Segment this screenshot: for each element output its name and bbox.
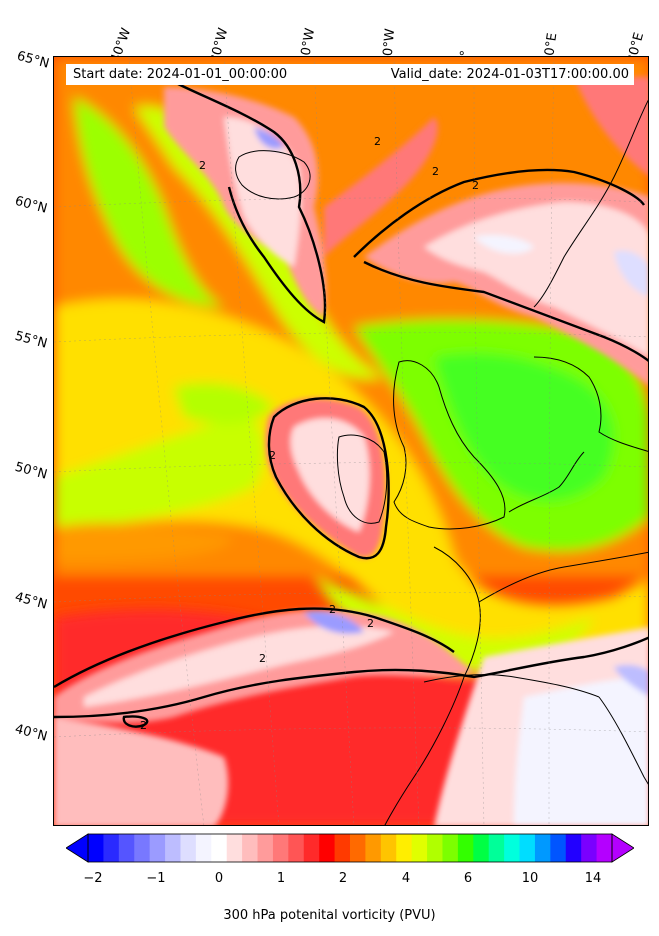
colorbar-segment [257,834,274,862]
start-date-label: Start date: 2024-01-01_00:00:00 [73,67,288,82]
map-panel: 2 2 2 2 2 2 2 2 2 [53,56,649,826]
colorbar-segment [550,834,567,862]
colorbar-segment [442,834,459,862]
colorbar-segment [396,834,413,862]
map-header: Start date: 2024-01-01_00:00:00 Valid_da… [66,64,634,85]
colorbar-segment [118,834,135,862]
colorbar-segment [411,834,428,862]
colorbar-segment [272,834,289,862]
colorbar-tick: −1 [146,871,166,886]
colorbar-segment [457,834,474,862]
colorbar-segment [488,834,505,862]
colorbar-segment [134,834,151,862]
colorbar-extend-high [611,833,634,863]
colorbar-tick: −2 [83,871,103,886]
colorbar-segment [103,834,120,862]
colorbar-tick: 14 [584,871,602,886]
pv-field-map: 2 2 2 2 2 2 2 2 2 [54,57,648,825]
colorbar-segment [149,834,166,862]
colorbar-segment [226,834,243,862]
colorbar-label: 300 hPa potenital vorticity (PVU) [223,908,436,923]
colorbar-tick: 6 [463,871,473,886]
contour-label: 2 [472,179,479,192]
colorbar-segment [596,834,613,862]
colorbar-segment [180,834,197,862]
colorbar-tick: 1 [276,871,286,886]
coastlines [235,99,648,825]
pv-2pvu-contours [54,80,648,728]
colorbar-segment [427,834,443,862]
lat-label-65n: 65°N [15,48,51,72]
colorbar-tick: 2 [338,871,348,886]
colorbar-segment [211,834,228,862]
contour-label: 2 [140,719,147,732]
colorbar-segment [334,834,351,862]
graticule [54,57,648,825]
colorbar-tick: 0 [214,871,224,886]
colorbar-segment [303,834,320,862]
colorbar-outline [87,833,613,863]
colorbar-segment [581,834,598,862]
colorbar-segment [365,834,382,862]
colorbar-segment [165,834,181,862]
colorbar-segment [519,834,536,862]
contour-labels: 2 2 2 2 2 2 2 2 2 [140,135,479,732]
contour-label: 2 [329,603,336,616]
colorbar-segment [565,834,582,862]
colorbar-extend-low [66,833,89,863]
contour-label: 2 [269,449,276,462]
colorbar-segment [534,834,551,862]
colorbar-segment [319,834,336,862]
colorbar-segment [88,834,104,862]
lat-label-40n: 40°N [13,721,49,745]
colorbar [66,833,634,863]
colorbar-segment [473,834,490,862]
colorbar-segment [242,834,259,862]
contour-label: 2 [432,165,439,178]
contour-label: 2 [259,652,266,665]
valid-date-label: Valid_date: 2024-01-03T17:00:00.00 [390,67,629,82]
lat-label-60n: 60°N [13,193,49,217]
lat-label-55n: 55°N [13,328,49,352]
contour-label: 2 [374,135,381,148]
colorbar-segment [350,834,366,862]
colorbar-tick: 4 [401,871,411,886]
lat-label-45n: 45°N [13,589,49,613]
lat-label-50n: 50°N [13,459,49,483]
colorbar-segments [88,834,613,862]
colorbar-segment [380,834,397,862]
colorbar-segment [504,834,521,862]
colorbar-tick: 10 [521,871,539,886]
colorbar-segment [195,834,212,862]
colorbar-segment [288,834,305,862]
contour-label: 2 [367,617,374,630]
contour-label: 2 [199,159,206,172]
